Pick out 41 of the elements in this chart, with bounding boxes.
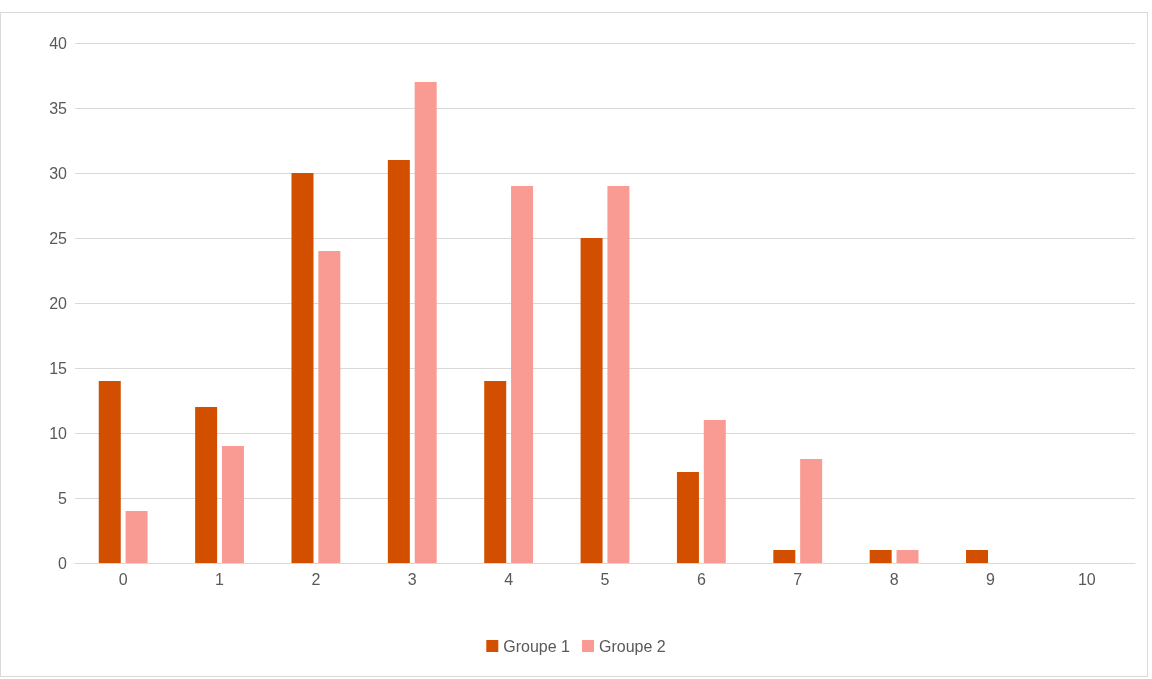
- y-tick-label: 35: [49, 99, 68, 117]
- y-tick-label: 5: [58, 489, 68, 507]
- y-tick-label: 20: [49, 294, 68, 312]
- bar: [195, 407, 218, 563]
- bar: [676, 472, 699, 563]
- x-tick-label: 10: [1077, 570, 1096, 588]
- x-tick-label: 2: [311, 570, 321, 588]
- x-tick-label: 7: [793, 570, 803, 588]
- x-tick-label: 4: [504, 570, 514, 588]
- bar: [318, 251, 341, 563]
- x-tick-label: 6: [696, 570, 706, 588]
- x-tick-label: 9: [986, 570, 995, 588]
- y-tick-label: 0: [58, 554, 68, 572]
- x-tick-label: 0: [118, 570, 128, 588]
- legend-label: Groupe 2: [599, 637, 666, 655]
- bar: [291, 173, 314, 563]
- bar: [511, 186, 534, 563]
- bar: [966, 550, 989, 563]
- y-tick-label: 10: [49, 424, 68, 442]
- x-tick-label: 3: [407, 570, 417, 588]
- x-tick-label: 5: [600, 570, 610, 588]
- bar: [484, 381, 507, 563]
- x-tick-label: 8: [889, 570, 899, 588]
- y-tick-label: 40: [49, 34, 68, 52]
- bar: [125, 511, 148, 563]
- bar: [703, 420, 726, 563]
- bar: [896, 550, 919, 563]
- bar: [800, 459, 823, 563]
- bar: [414, 82, 437, 563]
- bar: [580, 238, 603, 563]
- bar: [98, 381, 121, 563]
- bar: [607, 186, 630, 563]
- bar: [221, 446, 244, 563]
- x-tick-label: 1: [215, 570, 225, 588]
- bar: [387, 160, 410, 563]
- y-tick-label: 25: [49, 229, 68, 247]
- y-tick-label: 30: [49, 164, 68, 182]
- bar: [773, 550, 796, 563]
- legend-label: Groupe 1: [503, 637, 571, 655]
- bar: [869, 550, 892, 563]
- y-tick-label: 15: [49, 359, 68, 377]
